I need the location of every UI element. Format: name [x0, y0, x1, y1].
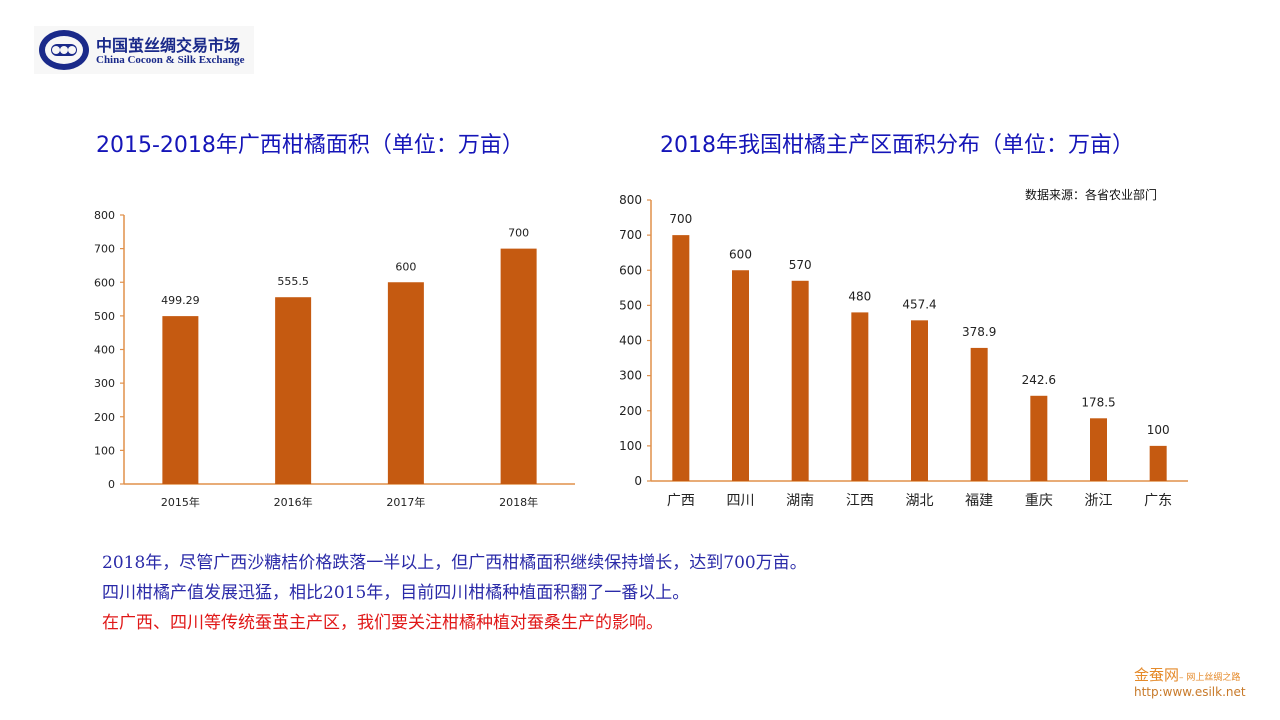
- y-tick-label: 600: [94, 276, 115, 289]
- y-tick-label: 700: [94, 243, 115, 256]
- y-tick-label: 500: [94, 310, 115, 323]
- chart2-title: 2018年我国柑橘主产区面积分布（单位：万亩）: [660, 133, 1134, 158]
- chart-guangxi-area: 0 100 200 300 400 500 600 700 800 499.29 2015年 555.…: [94, 209, 575, 509]
- data-label: 700: [508, 227, 529, 240]
- bar: [1090, 418, 1107, 481]
- x-tick-label: 2017年: [386, 495, 425, 509]
- bar: [851, 312, 869, 481]
- x-tick-label: 2015年: [161, 495, 200, 509]
- y-tick-label: 0: [634, 474, 642, 488]
- commentary: 2018年，尽管广西沙糖桔价格跌落一半以上，但广西柑橘面积继续保持增长，达到70…: [102, 548, 807, 638]
- y-tick-label: 700: [619, 228, 642, 242]
- bar: [387, 282, 424, 484]
- footer-slogan: – 网上丝绸之路: [1179, 673, 1241, 683]
- chart1-title: 2015-2018年广西柑橘面积（单位：万亩）: [96, 133, 524, 158]
- data-source-note: 数据来源：各省农业部门: [1025, 188, 1158, 202]
- data-label: 700: [669, 212, 692, 226]
- y-tick-label: 800: [619, 193, 642, 207]
- bar: [911, 320, 928, 481]
- data-label: 480: [848, 289, 871, 303]
- logo-english-name: China Cocoon & Silk Exchange: [96, 54, 245, 66]
- bar: [1149, 445, 1167, 481]
- x-tick-label: 2016年: [274, 495, 313, 509]
- bar: [275, 297, 312, 484]
- note-line-3: 在广西、四川等传统蚕茧主产区，我们要关注柑橘种植对蚕桑生产的影响。: [102, 613, 663, 633]
- x-tick-label: 重庆: [1025, 493, 1053, 509]
- data-label: 499.29: [161, 294, 200, 307]
- y-tick-label: 300: [619, 369, 642, 383]
- y-tick-label: 600: [619, 263, 642, 277]
- logo-emblem-icon: [39, 30, 89, 70]
- y-tick-label: 300: [94, 377, 115, 390]
- note-line-1: 2018年，尽管广西沙糖桔价格跌落一半以上，但广西柑橘面积继续保持增长，达到70…: [102, 553, 807, 573]
- data-label: 378.9: [962, 325, 996, 339]
- y-tick-label: 800: [94, 209, 115, 222]
- y-tick-label: 200: [94, 411, 115, 424]
- bar: [162, 316, 199, 484]
- data-label: 178.5: [1081, 395, 1115, 409]
- logo-chinese-name: 中国茧丝绸交易市场: [96, 36, 241, 55]
- data-label: 570: [789, 258, 812, 272]
- x-tick-label: 浙江: [1085, 493, 1113, 509]
- bar: [672, 235, 690, 481]
- x-tick-label: 湖北: [906, 493, 934, 509]
- esilk-footer-logo: 金蚕网– 网上丝绸之路 http:www.esilk.net: [1134, 664, 1264, 699]
- bar: [732, 270, 749, 481]
- x-tick-label: 广西: [667, 493, 695, 509]
- data-label: 457.4: [902, 297, 936, 311]
- x-tick-label: 湖南: [786, 493, 814, 509]
- data-label: 242.6: [1022, 373, 1056, 387]
- footer-url: http:www.esilk.net: [1134, 685, 1246, 699]
- chart-province-area: 0 100 200 300 400 500 600 700 800 700 广西 600 四川 570 湖南…: [619, 193, 1188, 509]
- bar: [970, 347, 988, 481]
- bar: [500, 248, 537, 484]
- x-tick-label: 广东: [1144, 493, 1172, 509]
- y-tick-label: 200: [619, 404, 642, 418]
- exchange-logo: 中国茧丝绸交易市场 China Cocoon & Silk Exchange: [34, 26, 254, 74]
- y-tick-label: 0: [108, 478, 115, 491]
- data-label: 555.5: [277, 275, 309, 288]
- bar: [791, 280, 809, 481]
- data-label: 600: [729, 247, 752, 261]
- data-label: 100: [1147, 423, 1170, 437]
- x-tick-label: 四川: [727, 493, 755, 509]
- y-tick-label: 500: [619, 298, 642, 312]
- x-tick-label: 2018年: [499, 495, 538, 509]
- data-label: 600: [395, 260, 416, 273]
- y-tick-label: 400: [619, 334, 642, 348]
- x-tick-label: 江西: [846, 493, 874, 509]
- note-line-2: 四川柑橘产值发展迅猛，相比2015年，目前四川柑橘种植面积翻了一番以上。: [102, 583, 690, 603]
- y-tick-label: 100: [94, 444, 115, 457]
- x-tick-label: 福建: [965, 493, 993, 509]
- y-tick-label: 100: [619, 439, 642, 453]
- footer-brand: 金蚕网: [1134, 666, 1180, 684]
- y-tick-label: 400: [94, 344, 115, 357]
- bar: [1030, 395, 1048, 481]
